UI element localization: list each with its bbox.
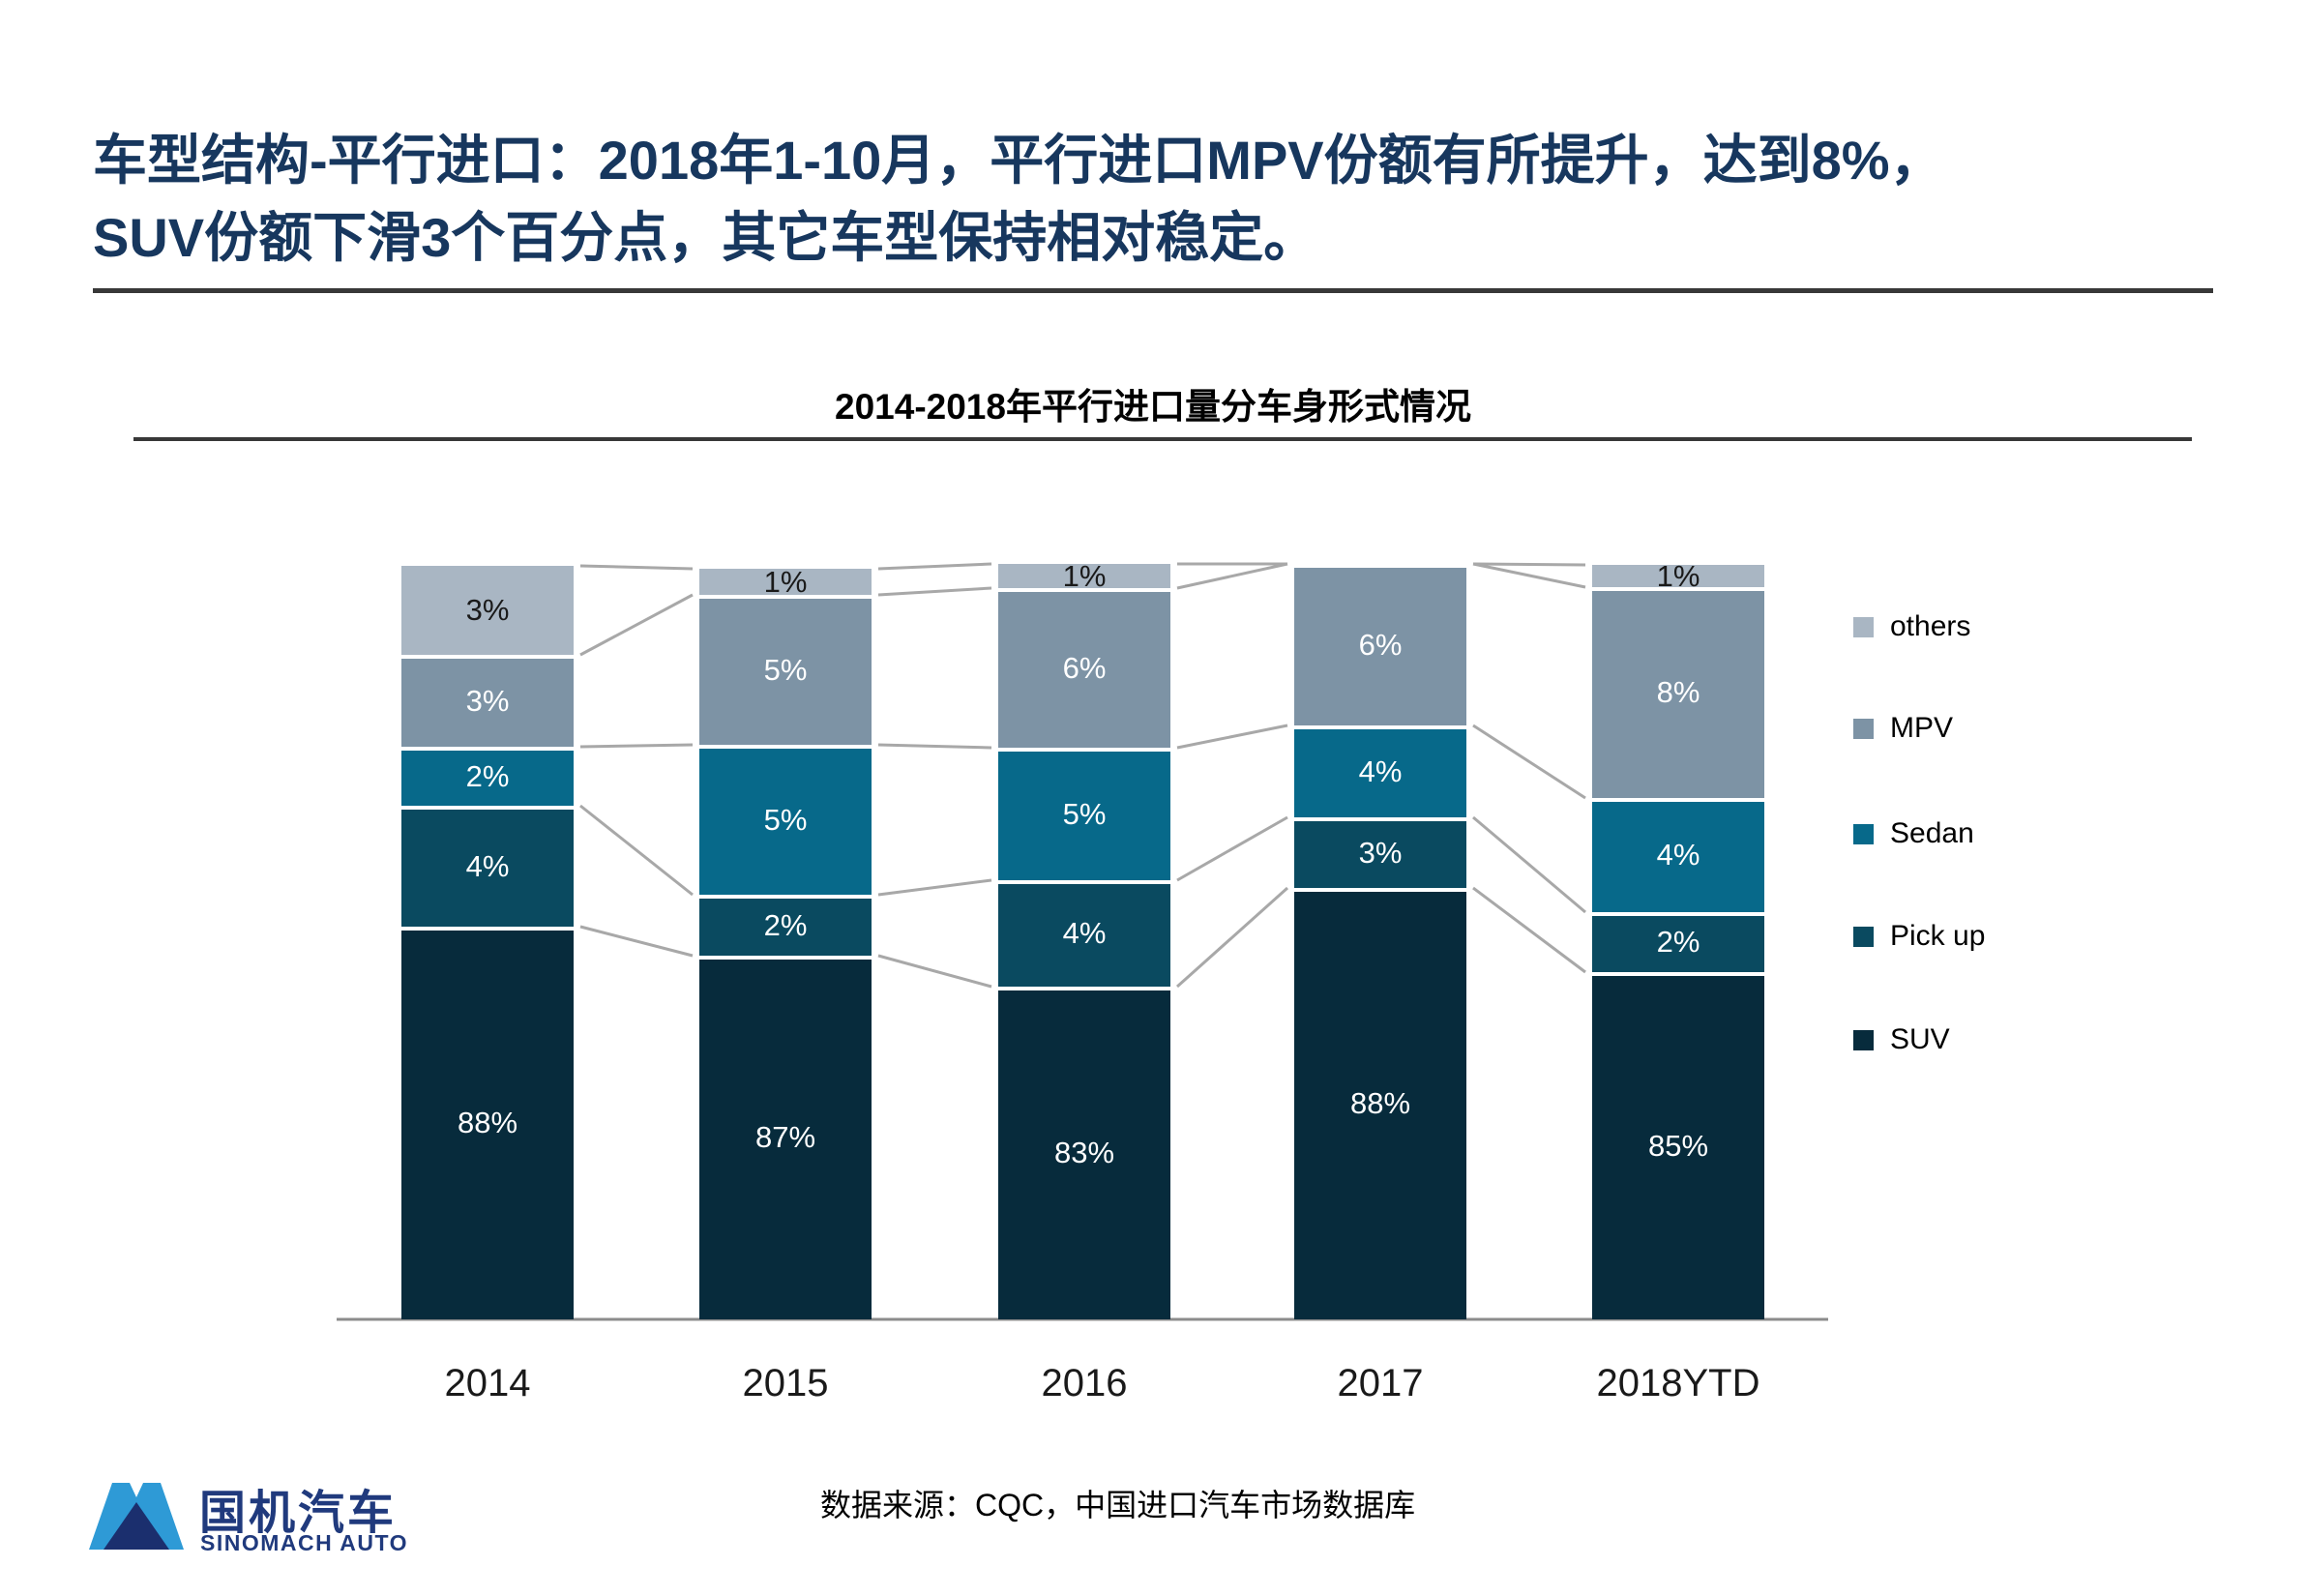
- bar-segment-2018YTD-others: [1592, 565, 1764, 587]
- series-connector-line: [877, 954, 992, 989]
- bar-value-label-2016-Sedan: 5%: [1062, 796, 1107, 831]
- bar-value-label-2015-MPV: 5%: [763, 652, 808, 687]
- slide-title-line2: SUV份额下滑3个百分点，其它车型保持相对稳定。: [93, 207, 1318, 268]
- series-connector-line: [579, 925, 694, 958]
- bar-value-label-2015-Sedan: 5%: [763, 802, 808, 837]
- bar-segment-2015-Sedan: [699, 749, 872, 895]
- bar-segment-2017-Pick up: [1294, 821, 1466, 888]
- title-divider: [93, 288, 2213, 293]
- legend-label-MPV: MPV: [1890, 712, 1954, 744]
- logo-text-en: SINOMACH AUTO: [200, 1530, 408, 1555]
- bar-value-label-2014-SUV: 88%: [457, 1106, 518, 1139]
- series-connector-line: [1472, 724, 1586, 800]
- bar-segment-2017-SUV: [1294, 892, 1466, 1319]
- slide-title-line1: 车型结构-平行进口：2018年1-10月，平行进口MPV份额有所提升，达到8%，: [93, 130, 1944, 191]
- series-connector-line: [1176, 724, 1288, 750]
- x-axis-label-2014: 2014: [444, 1362, 531, 1404]
- bar-segment-2014-Sedan: [401, 751, 574, 806]
- legend-label-Pick up: Pick up: [1890, 920, 1986, 952]
- series-connector-line: [1175, 886, 1289, 989]
- legend-label-Sedan: Sedan: [1890, 817, 1974, 849]
- bar-segment-2015-others: [699, 569, 872, 595]
- bar-segment-2018YTD-Sedan: [1592, 802, 1764, 912]
- series-connector-line: [579, 593, 694, 657]
- series-connector-line: [877, 878, 992, 897]
- bar-segment-2014-others: [401, 566, 574, 655]
- bar-value-label-2016-Pick up: 4%: [1062, 916, 1107, 950]
- bar-segment-2017-Sedan: [1294, 729, 1466, 817]
- bar-value-label-2017-Sedan: 4%: [1358, 754, 1403, 788]
- legend-swatch-others: [1853, 616, 1874, 637]
- bar-value-label-2015-SUV: 87%: [754, 1120, 816, 1154]
- bar-value-label-2017-MPV: 6%: [1358, 627, 1403, 662]
- bar-segment-2017-MPV: [1294, 568, 1466, 725]
- bar-value-label-2018YTD-MPV: 8%: [1656, 675, 1700, 709]
- bar-value-label-2018YTD-others: 1%: [1656, 558, 1700, 593]
- bar-segment-2018YTD-Pick up: [1592, 916, 1764, 972]
- x-axis-label-2016: 2016: [1041, 1362, 1128, 1404]
- sinomach-logo-icon: [89, 1483, 184, 1550]
- bar-value-label-2018YTD-SUV: 85%: [1647, 1128, 1709, 1163]
- series-connector-line: [1472, 815, 1586, 914]
- bar-value-label-2016-SUV: 83%: [1053, 1136, 1115, 1169]
- legend-swatch-Sedan: [1853, 823, 1874, 844]
- bar-segment-2018YTD-SUV: [1592, 976, 1764, 1319]
- logo-text-zh: 国机汽车: [199, 1488, 398, 1539]
- x-axis-label-2018YTD: 2018YTD: [1596, 1362, 1760, 1404]
- bar-segment-2016-Pick up: [998, 884, 1170, 987]
- bar-value-label-2017-Pick up: 3%: [1358, 835, 1403, 870]
- legend-swatch-Pick up: [1853, 926, 1874, 947]
- series-connector-line: [579, 804, 694, 897]
- bar-segment-2015-MPV: [699, 599, 872, 745]
- bar-segment-2016-SUV: [998, 990, 1170, 1319]
- bar-value-label-2018YTD-Pick up: 2%: [1656, 925, 1700, 959]
- legend-swatch-MPV: [1853, 718, 1874, 739]
- series-connector-line: [877, 743, 992, 750]
- series-connector-line: [1176, 815, 1288, 882]
- data-source-note: 数据来源：CQC，中国进口汽车市场数据库: [820, 1488, 1416, 1522]
- bar-value-label-2015-Pick up: 2%: [763, 907, 808, 942]
- bar-segment-2016-MPV: [998, 592, 1170, 748]
- legend-swatch-SUV: [1853, 1029, 1874, 1050]
- bar-segment-2016-others: [998, 564, 1170, 588]
- series-connector-line: [877, 562, 992, 571]
- bar-value-label-2014-MPV: 3%: [465, 683, 510, 718]
- bar-value-label-2016-MPV: 6%: [1062, 650, 1107, 685]
- bar-segment-2015-SUV: [699, 960, 872, 1319]
- bar-value-label-2017-SUV: 88%: [1349, 1086, 1411, 1120]
- bar-value-label-2015-others: 1%: [763, 564, 808, 599]
- series-connector-line: [877, 586, 992, 597]
- bar-segment-2014-SUV: [401, 931, 574, 1319]
- bar-value-label-2018YTD-Sedan: 4%: [1656, 838, 1700, 872]
- bar-value-label-2016-others: 1%: [1062, 558, 1107, 593]
- series-connector-line: [1176, 562, 1288, 590]
- bar-segment-2015-Pick up: [699, 899, 872, 956]
- series-connector-line: [1472, 562, 1586, 589]
- series-connector-line: [1472, 886, 1586, 974]
- x-axis-label-2017: 2017: [1337, 1362, 1424, 1404]
- x-axis-label-2015: 2015: [742, 1362, 829, 1404]
- bar-value-label-2014-Pick up: 4%: [465, 848, 510, 883]
- bar-segment-2018YTD-MPV: [1592, 591, 1764, 798]
- chart-title-divider: [133, 437, 2192, 441]
- series-connector-line: [1472, 562, 1586, 567]
- bar-segment-2014-MPV: [401, 659, 574, 747]
- series-connector-line: [579, 564, 694, 571]
- bar-value-label-2014-others: 3%: [465, 593, 510, 627]
- bar-segment-2014-Pick up: [401, 810, 574, 927]
- legend-label-others: others: [1890, 610, 1971, 642]
- series-connector-line: [579, 743, 694, 749]
- chart-title: 2014-2018年平行进口量分车身形式情况: [835, 387, 1471, 427]
- bar-value-label-2014-Sedan: 2%: [465, 758, 510, 793]
- bar-segment-2016-Sedan: [998, 752, 1170, 880]
- slide-title: 车型结构-平行进口：2018年1-10月，平行进口MPV份额有所提升，达到8%，…: [93, 122, 2240, 277]
- legend-label-SUV: SUV: [1890, 1023, 1950, 1055]
